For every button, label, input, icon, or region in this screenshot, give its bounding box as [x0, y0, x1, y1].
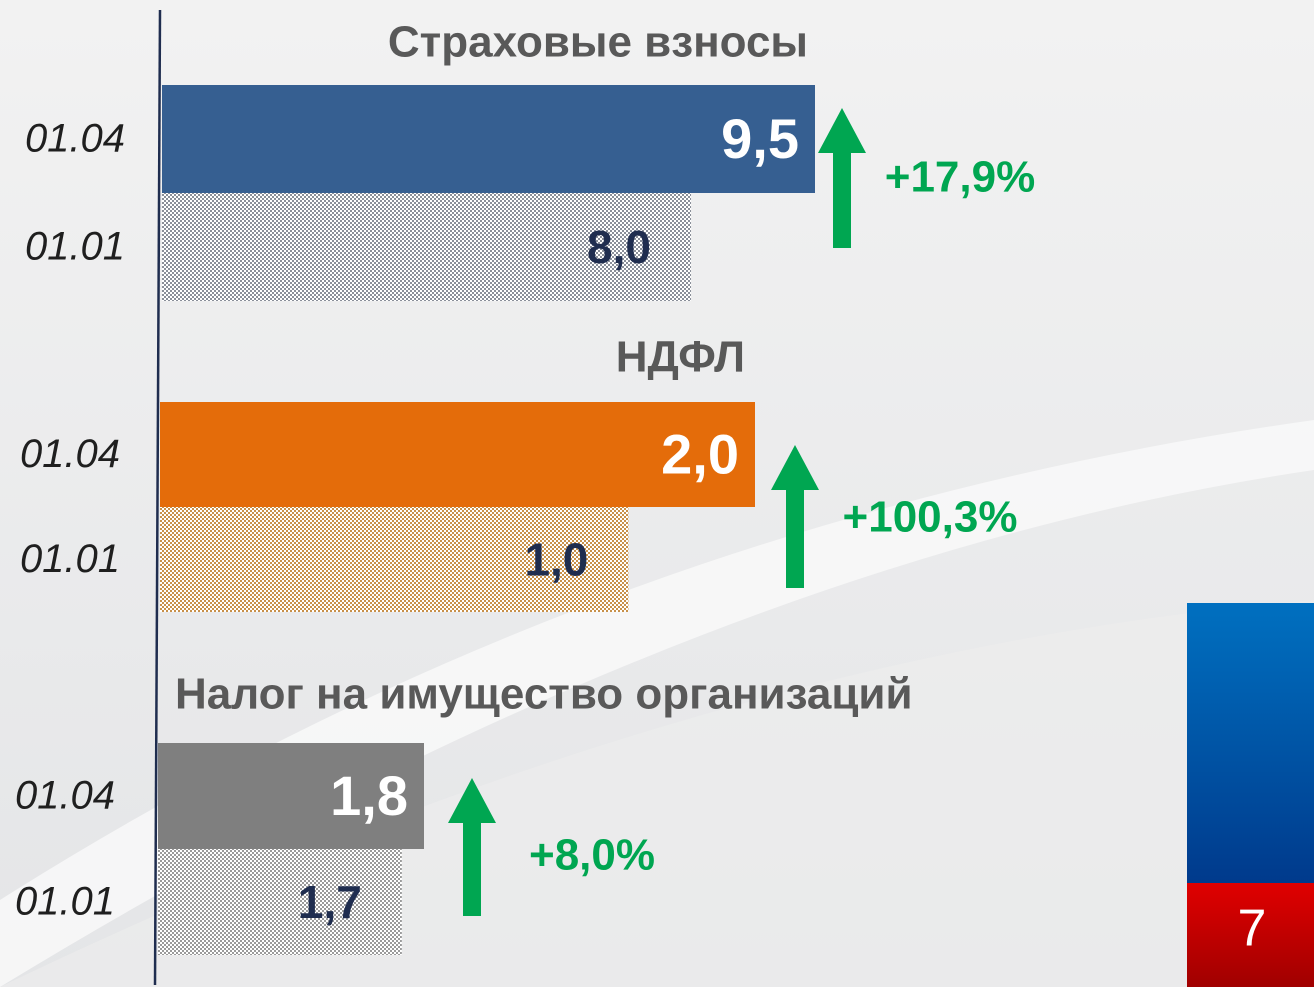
value-label: 8,0: [587, 221, 651, 273]
page-number: 7: [1238, 900, 1267, 958]
bar: [160, 507, 629, 612]
bar: [162, 85, 815, 193]
bar: [158, 743, 424, 849]
growth-arrow: [448, 778, 496, 916]
value-label: 1,8: [330, 764, 408, 827]
growth-label: +8,0%: [529, 831, 655, 880]
growth-arrow: [771, 445, 819, 588]
category-label: 01.01: [25, 225, 125, 269]
value-label: 2,0: [661, 422, 739, 485]
chart-title: НДФЛ: [616, 333, 745, 382]
swoosh: [0, 420, 1314, 987]
category-label: 01.01: [15, 880, 115, 924]
growth-label: +17,9%: [885, 153, 1035, 202]
category-label: 01.04: [15, 774, 115, 818]
category-label: 01.04: [25, 117, 125, 161]
value-label: 1,0: [524, 534, 588, 586]
value-label: 1,7: [298, 876, 362, 928]
bar: [160, 402, 755, 507]
corner-red: [1187, 883, 1314, 987]
growth-label: +100,3%: [843, 493, 1018, 542]
bar: [158, 849, 402, 955]
category-label: 01.01: [20, 537, 120, 581]
value-label: 9,5: [721, 107, 799, 170]
axis-line: [153, 9, 162, 986]
bar: [162, 193, 692, 301]
chart-title: Налог на имущество организаций: [175, 670, 913, 719]
category-label: 01.04: [20, 432, 120, 476]
chart-title: Страховые взносы: [388, 18, 808, 67]
corner-blue: [1187, 603, 1314, 883]
growth-arrow: [818, 108, 866, 248]
